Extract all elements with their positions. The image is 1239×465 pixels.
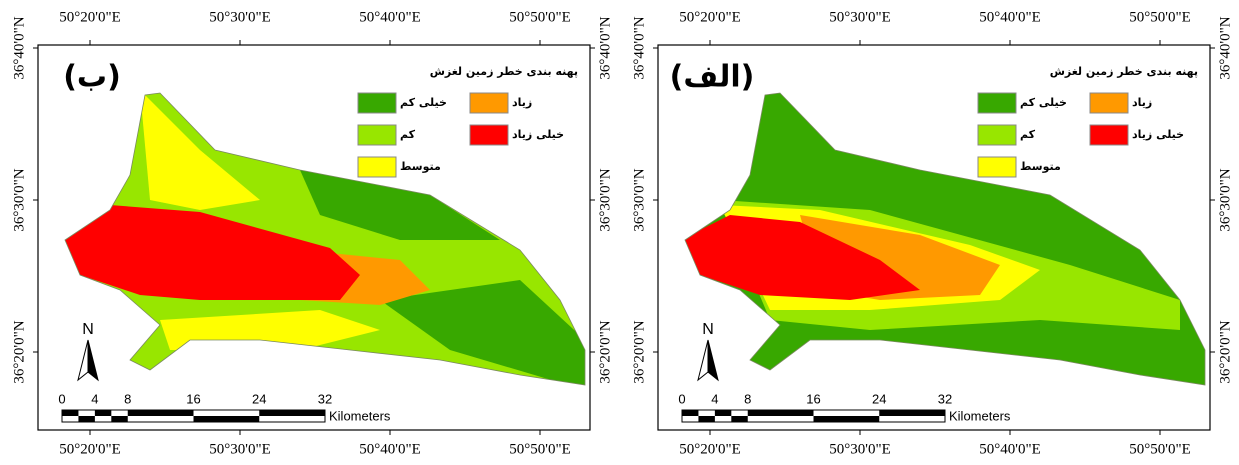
panel-label: (الف) (670, 60, 755, 95)
legend-swatch (978, 157, 1016, 177)
scale-tick-label: 8 (744, 391, 751, 406)
legend-label: خیلی زیاد (1132, 128, 1184, 141)
y-coord-label: 36°20'0"N (597, 320, 613, 383)
x-coord-label: 50°50'0"E (1129, 9, 1191, 25)
x-coord-label: 50°30'0"E (209, 9, 271, 25)
scale-segment (95, 410, 111, 416)
scale-segment (731, 416, 747, 422)
legend-swatch (358, 93, 396, 113)
x-coord-label: 50°20'0"E (59, 441, 121, 457)
legend-swatch (358, 157, 396, 177)
legend-label: خیلی زیاد (512, 128, 564, 141)
y-coord-label: 36°40'0"N (597, 16, 613, 79)
legend-swatch (470, 93, 508, 113)
scale-tick-label: 8 (124, 391, 131, 406)
map-panel: 50°20'0"E 50°20'0"E 50°30'0"E 50°30'0"E 50°4… (11, 9, 613, 457)
scale-segment (879, 410, 945, 416)
x-coord-label: 50°20'0"E (679, 9, 741, 25)
legend-swatch (358, 125, 396, 145)
zone (140, 90, 260, 210)
scale-segment (698, 416, 714, 422)
scale-tick-label: 0 (58, 391, 65, 406)
scale-segment (814, 416, 880, 422)
legend-title: پهنه بندی خطر زمین لغزش (1050, 65, 1198, 78)
north-label: N (82, 321, 94, 338)
scale-segment (748, 410, 814, 416)
legend-title: پهنه بندی خطر زمین لغزش (430, 65, 578, 78)
y-coord-label: 36°20'0"N (631, 320, 647, 383)
legend-label: زیاد (512, 96, 532, 109)
map-panel: 50°20'0"E 50°20'0"E 50°30'0"E 50°30'0"E 50°4… (631, 9, 1233, 457)
north-arrow (78, 340, 88, 380)
y-coord-label: 36°30'0"N (1217, 168, 1233, 231)
scale-tick-label: 24 (872, 391, 886, 406)
north-arrow (708, 340, 718, 380)
x-coord-label: 50°20'0"E (679, 441, 741, 457)
legend-label: زیاد (1132, 96, 1152, 109)
scale-unit: Kilometers (949, 408, 1011, 423)
x-coord-label: 50°40'0"E (979, 441, 1041, 457)
scale-segment (62, 410, 78, 416)
x-coord-label: 50°50'0"E (509, 441, 571, 457)
legend-label: متوسط (1020, 160, 1061, 173)
scale-segment (128, 410, 194, 416)
panel-label: (ب) (63, 60, 121, 95)
legend-swatch (1090, 93, 1128, 113)
y-coord-label: 36°20'0"N (1217, 320, 1233, 383)
x-coord-label: 50°40'0"E (979, 9, 1041, 25)
scale-tick-label: 32 (938, 391, 952, 406)
legend-swatch (978, 93, 1016, 113)
legend-swatch (470, 125, 508, 145)
y-coord-label: 36°40'0"N (631, 16, 647, 79)
scale-tick-label: 0 (678, 391, 685, 406)
legend-swatch (978, 125, 1016, 145)
scale-segment (259, 410, 325, 416)
legend-label: کم (400, 128, 416, 141)
x-coord-label: 50°40'0"E (359, 9, 421, 25)
scale-unit: Kilometers (329, 408, 391, 423)
y-coord-label: 36°30'0"N (631, 168, 647, 231)
legend-label: خیلی کم (1020, 96, 1067, 109)
legend-label: خیلی کم (400, 96, 447, 109)
scale-tick-label: 16 (806, 391, 820, 406)
y-coord-label: 36°20'0"N (11, 320, 27, 383)
north-label: N (702, 321, 714, 338)
scale-segment (78, 416, 94, 422)
legend-label: کم (1020, 128, 1036, 141)
x-coord-label: 50°50'0"E (1129, 441, 1191, 457)
scale-tick-label: 4 (91, 391, 98, 406)
scale-tick-label: 32 (318, 391, 332, 406)
scale-segment (682, 410, 698, 416)
north-arrow (88, 340, 98, 380)
map-figure: 50°20'0"E 50°20'0"E 50°30'0"E 50°30'0"E 50°4… (0, 0, 1239, 465)
y-coord-label: 36°40'0"N (1217, 16, 1233, 79)
scale-tick-label: 4 (711, 391, 718, 406)
scale-segment (194, 416, 260, 422)
y-coord-label: 36°30'0"N (597, 168, 613, 231)
scale-tick-label: 24 (252, 391, 266, 406)
x-coord-label: 50°50'0"E (509, 9, 571, 25)
legend-swatch (1090, 125, 1128, 145)
x-coord-label: 50°30'0"E (209, 441, 271, 457)
x-coord-label: 50°20'0"E (59, 9, 121, 25)
north-arrow (698, 340, 708, 380)
scale-segment (111, 416, 127, 422)
scale-segment (715, 410, 731, 416)
x-coord-label: 50°30'0"E (829, 441, 891, 457)
scale-tick-label: 16 (186, 391, 200, 406)
x-coord-label: 50°40'0"E (359, 441, 421, 457)
y-coord-label: 36°30'0"N (11, 168, 27, 231)
y-coord-label: 36°40'0"N (11, 16, 27, 79)
x-coord-label: 50°30'0"E (829, 9, 891, 25)
legend-label: متوسط (400, 160, 441, 173)
